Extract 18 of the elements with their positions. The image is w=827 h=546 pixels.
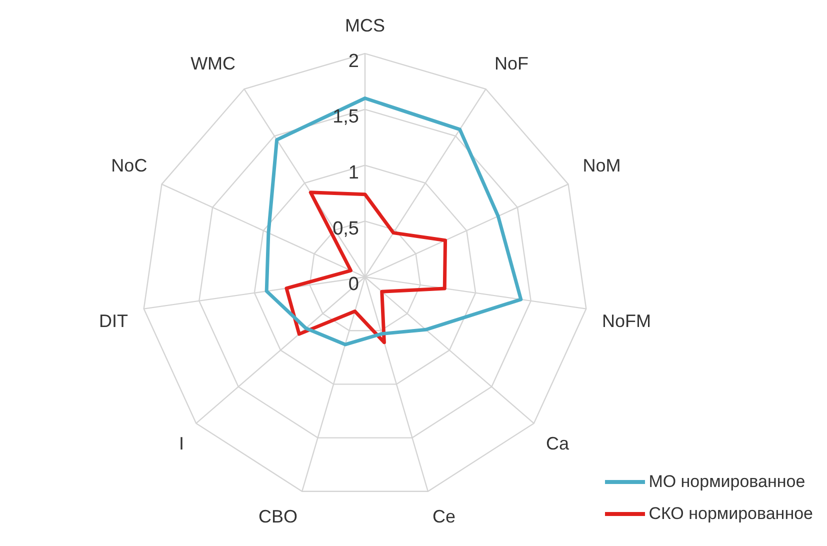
spoke-label: DIT: [99, 310, 128, 331]
spoke-label: NoF: [494, 54, 528, 74]
spoke-label: CBO: [258, 506, 298, 527]
legend-label: СКО нормированное: [648, 504, 813, 524]
spoke-label: Ce: [432, 506, 456, 527]
y-tick-label: 1,5: [332, 106, 359, 128]
spoke-label: Ca: [546, 434, 570, 454]
y-tick-label: 0,5: [332, 218, 359, 240]
spoke-label: NoC: [111, 156, 148, 176]
spoke-label: NoM: [582, 156, 621, 176]
spoke-label: NoFM: [602, 310, 651, 331]
spoke-label: MCS: [345, 16, 385, 36]
spoke-label: WMC: [190, 54, 236, 74]
y-tick-label: 1: [348, 162, 359, 184]
y-tick-label: 0: [348, 274, 359, 296]
legend-label: МО нормированное: [648, 472, 806, 492]
y-tick-label: 2: [348, 50, 359, 72]
spoke-label: I: [179, 434, 184, 454]
